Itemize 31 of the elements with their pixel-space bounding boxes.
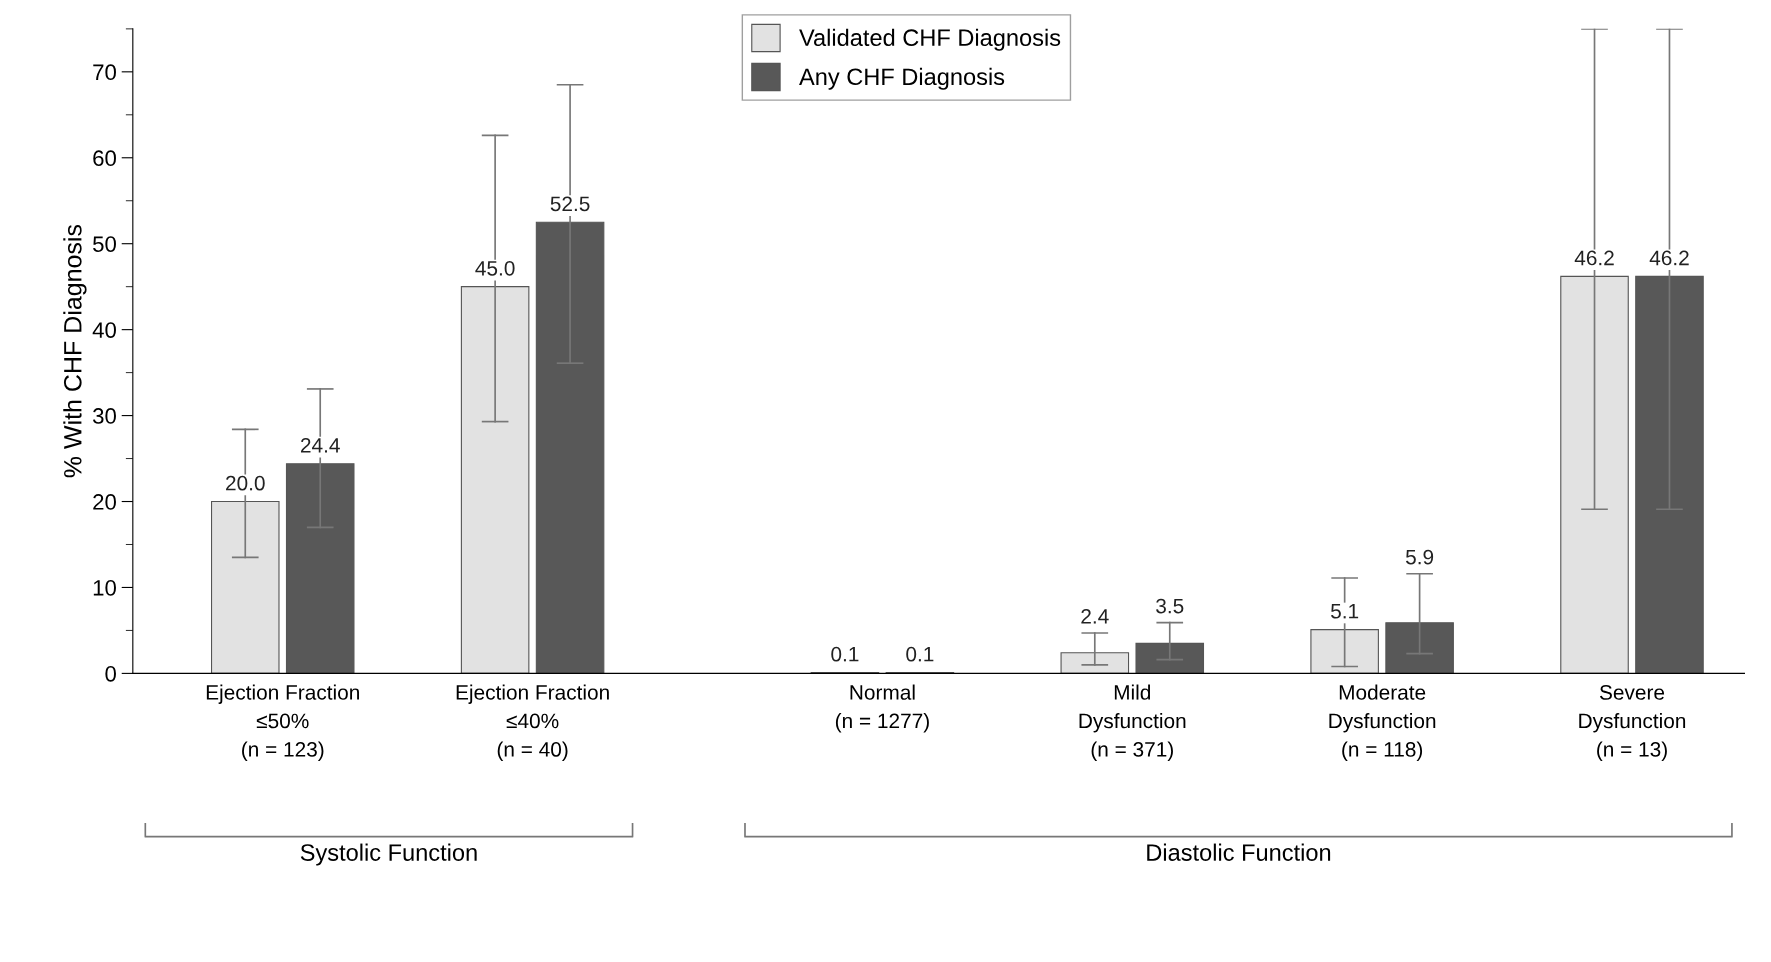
x-tick-label: Ejection Fraction ≤50% (n = 123) bbox=[206, 684, 359, 761]
legend-label: Validated CHF Diagnosis bbox=[799, 28, 1061, 51]
data-label: 2.4 bbox=[1081, 608, 1109, 624]
x-tick-label: Severe Dysfunction (n = 13) bbox=[1579, 685, 1686, 761]
y-tick-label: 40 bbox=[92, 322, 116, 338]
data-label: 20.0 bbox=[226, 475, 265, 491]
y-tick-label: 70 bbox=[93, 64, 116, 81]
data-label: 46.2 bbox=[1574, 250, 1614, 266]
data-label: 52.5 bbox=[550, 196, 590, 212]
data-label: 5.1 bbox=[1331, 604, 1359, 619]
legend-label: Any CHF Diagnosis bbox=[799, 67, 1005, 90]
data-label: 46.2 bbox=[1649, 250, 1689, 266]
x-tick-label: Moderate Dysfunction (n = 118) bbox=[1329, 684, 1436, 761]
x-tick-label: Normal (n = 1277) bbox=[835, 684, 929, 733]
x-tick-label: Mild Dysfunction (n = 371) bbox=[1079, 684, 1186, 761]
text: Diastolic Function bbox=[1147, 843, 1331, 861]
y-tick-label: 30 bbox=[92, 408, 116, 424]
y-tick-label: 50 bbox=[93, 236, 116, 252]
data-label: 45.0 bbox=[475, 260, 515, 276]
y-tick-label: 10 bbox=[93, 580, 116, 596]
data-label: 0.1 bbox=[906, 646, 934, 662]
data-label: 0.1 bbox=[831, 646, 859, 662]
y-tick-label: 0 bbox=[105, 665, 116, 682]
y-axis-title: % With CHF Diagnosis bbox=[63, 224, 87, 478]
text: Systolic Function bbox=[300, 843, 477, 866]
x-tick-label: Ejection Fraction ≤40% (n = 40) bbox=[456, 684, 609, 761]
data-label: 24.4 bbox=[301, 437, 340, 453]
y-tick-label: 60 bbox=[93, 150, 116, 167]
data-label: 5.9 bbox=[1405, 549, 1434, 565]
y-tick-label: 20 bbox=[93, 494, 116, 510]
data-label: 3.5 bbox=[1156, 598, 1184, 614]
